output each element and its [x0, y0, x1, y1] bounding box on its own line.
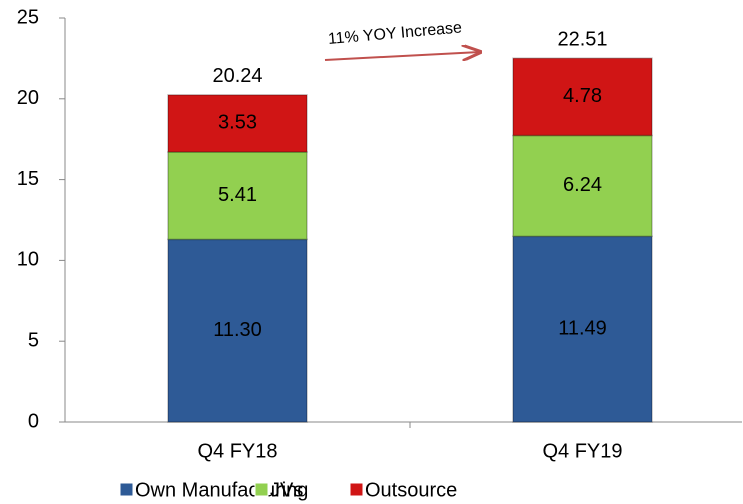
- legend-swatch: [254, 482, 269, 497]
- bar-segment: [512, 134, 653, 238]
- annotation: 11% YOY Increase: [327, 19, 462, 48]
- x-tick-label: Q4 FY18: [197, 440, 277, 462]
- y-tick-label: 0: [28, 410, 39, 432]
- legend-label: JVs: [270, 479, 303, 501]
- legend-swatch: [349, 482, 364, 497]
- y-tick-label: 15: [17, 168, 39, 190]
- bar-segment: [167, 94, 308, 153]
- bar-segment: [167, 151, 308, 241]
- data-label: 3.53: [218, 112, 257, 134]
- bar-segment: [167, 238, 308, 423]
- data-label: 11.30: [213, 319, 262, 341]
- legend-label: Outsource: [365, 479, 457, 501]
- y-tick-label: 10: [17, 249, 39, 271]
- total-label: 20.24: [212, 65, 262, 87]
- data-label: 5.41: [218, 184, 257, 206]
- legend-swatch: [119, 482, 134, 497]
- bar-segment: [512, 57, 653, 137]
- x-tick-label: Q4 FY19: [542, 440, 622, 462]
- data-label: 6.24: [563, 174, 602, 196]
- y-tick-label: 5: [28, 329, 39, 351]
- total-label: 22.51: [557, 29, 607, 51]
- y-tick-label: 25: [17, 6, 39, 28]
- y-tick-label: 20: [17, 87, 39, 109]
- data-label: 4.78: [563, 85, 602, 107]
- annotation-arrow: [324, 52, 480, 61]
- data-label: 11.49: [558, 317, 607, 339]
- bar-segment: [512, 235, 653, 423]
